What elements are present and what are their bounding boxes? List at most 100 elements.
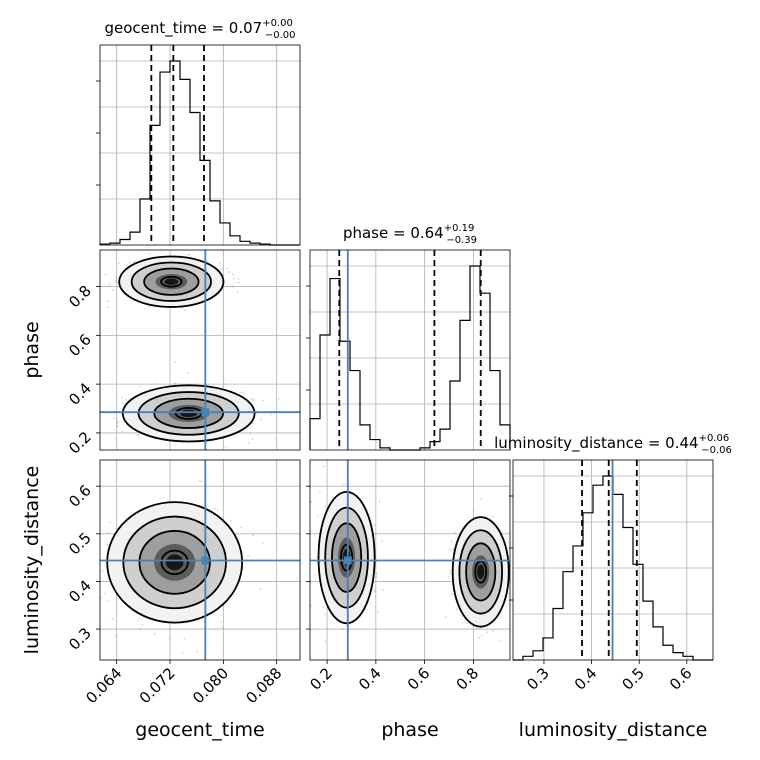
sample-point — [310, 501, 313, 503]
panel-title-geocent_time: geocent_time = 0.07+0.00 −0.00 — [105, 18, 296, 41]
x-tick-label: 0.5 — [618, 664, 648, 694]
sample-point — [107, 532, 110, 534]
sample-point — [214, 507, 216, 510]
sample-point — [112, 289, 114, 292]
sample-point — [116, 422, 119, 424]
sample-point — [380, 539, 383, 542]
sample-point — [242, 391, 245, 394]
sample-point — [199, 479, 201, 482]
sample-point — [444, 616, 447, 618]
sample-point — [319, 490, 321, 493]
y-axis-phase: 0.2 0.4 0.6 0.8 phase — [21, 282, 100, 458]
title-plus: +0.19 — [444, 223, 475, 234]
sample-point — [473, 509, 475, 512]
x-tick-label: 0.3 — [523, 664, 553, 694]
sample-point — [373, 590, 376, 593]
sample-point — [222, 267, 224, 270]
sample-point — [337, 447, 339, 449]
sample-point — [323, 465, 326, 467]
x-tick-label: 0.2 — [306, 664, 336, 694]
sample-point — [373, 523, 376, 526]
truth-marker — [343, 556, 352, 565]
y-axis-luminosity_distance: 0.3 0.4 0.5 0.6 luminosity_distance — [21, 466, 100, 655]
sample-point — [148, 305, 151, 308]
sample-point — [184, 309, 187, 312]
sample-point — [183, 637, 186, 640]
sample-point — [475, 627, 478, 630]
sample-point — [154, 382, 157, 385]
sample-point — [525, 556, 527, 558]
y-tick-label: 0.4 — [65, 577, 95, 607]
sample-point — [106, 600, 109, 602]
sample-point — [116, 425, 119, 428]
sample-point — [201, 481, 203, 483]
x-axis-label: geocent_time — [135, 719, 264, 741]
y-tick-label: 0.3 — [65, 624, 95, 654]
x-axis-geocent_time: 0.064 0.072 0.080 0.088 geocent_time — [82, 660, 285, 741]
y-axis-label: luminosity_distance — [21, 466, 43, 655]
sample-point — [315, 556, 318, 559]
sample-point — [181, 307, 184, 310]
sample-point — [249, 432, 251, 435]
panel-content — [74, 460, 300, 660]
sample-point — [221, 626, 224, 629]
sample-point — [492, 629, 494, 632]
sample-point — [237, 277, 240, 280]
contour-line-1 — [106, 501, 244, 624]
title-value: geocent_time = 0.07 — [105, 19, 263, 38]
x-tick-label: 0.080 — [189, 664, 232, 707]
sample-point — [456, 608, 458, 611]
sample-point — [220, 621, 223, 624]
density-panel-geocent_time-phase — [89, 249, 301, 451]
sample-point — [104, 273, 107, 276]
sample-point — [89, 416, 91, 418]
sample-point — [465, 621, 468, 624]
sample-point — [196, 650, 198, 653]
sample-point — [116, 425, 119, 428]
sample-point — [342, 483, 345, 485]
sample-point — [239, 391, 242, 394]
sample-point — [74, 614, 76, 616]
x-tick-label: 0.6 — [666, 664, 696, 694]
sample-point — [480, 634, 483, 637]
sample-point — [216, 509, 219, 512]
sample-point — [114, 280, 117, 283]
y-axis-label: phase — [21, 321, 43, 378]
sample-point — [100, 596, 102, 599]
title-plus: +0.06 — [699, 433, 730, 444]
sample-point — [461, 621, 464, 624]
hist-panel-geocent_time: geocent_time = 0.07+0.00 −0.00 — [96, 18, 301, 246]
sample-point — [250, 397, 252, 400]
sample-point — [498, 640, 501, 643]
axes-frame — [99, 44, 301, 246]
sample-point — [331, 496, 334, 499]
sample-point — [224, 446, 227, 448]
sample-point — [187, 253, 190, 256]
axes-frame — [99, 459, 301, 661]
sample-point — [116, 420, 119, 423]
truth-marker — [201, 556, 210, 565]
sample-point — [261, 542, 264, 544]
contour-line-4 — [160, 549, 189, 576]
sample-point — [153, 633, 156, 636]
sample-point — [322, 605, 325, 608]
panel-title-phase: phase = 0.64+0.19 −0.39 — [343, 223, 477, 246]
sample-point — [451, 593, 453, 596]
sample-point — [317, 515, 319, 518]
sample-point — [247, 554, 250, 557]
sample-point — [173, 382, 176, 385]
sample-point — [324, 640, 327, 643]
sample-point — [223, 377, 225, 380]
sample-point — [114, 634, 117, 637]
x-tick-label: 0.064 — [82, 664, 125, 707]
contour-line-3 — [465, 542, 497, 602]
truth-marker — [201, 408, 210, 417]
x-tick-label: 0.4 — [571, 664, 601, 694]
sample-point — [248, 442, 250, 444]
title-plus: +0.00 — [262, 18, 293, 29]
contour-line-2 — [458, 529, 503, 615]
sample-point — [382, 589, 385, 591]
sample-point — [108, 521, 111, 524]
sample-point — [125, 399, 127, 401]
sample-point — [375, 576, 378, 578]
